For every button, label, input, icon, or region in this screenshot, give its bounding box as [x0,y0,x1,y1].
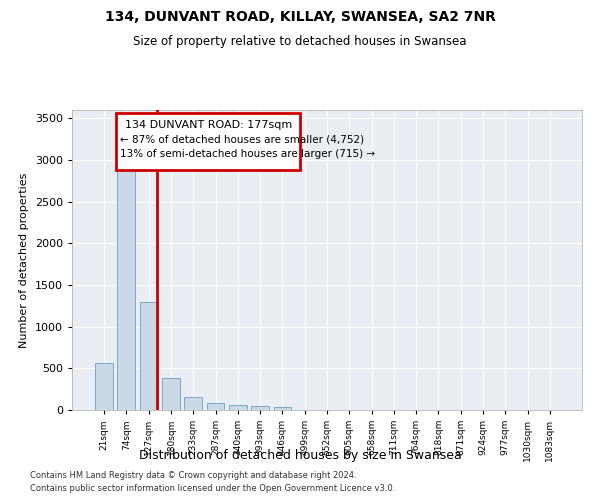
Bar [229,404,247,410]
Bar [274,406,292,410]
Text: Contains HM Land Registry data © Crown copyright and database right 2024.: Contains HM Land Registry data © Crown c… [30,470,356,480]
Text: Distribution of detached houses by size in Swansea: Distribution of detached houses by size … [139,448,461,462]
Y-axis label: Number of detached properties: Number of detached properties [19,172,29,348]
Bar [206,402,224,410]
Bar [162,378,180,410]
FancyBboxPatch shape [116,114,300,170]
Bar [184,396,202,410]
Text: 134, DUNVANT ROAD, KILLAY, SWANSEA, SA2 7NR: 134, DUNVANT ROAD, KILLAY, SWANSEA, SA2 … [104,10,496,24]
Bar [95,364,113,410]
Text: Size of property relative to detached houses in Swansea: Size of property relative to detached ho… [133,35,467,48]
Bar [118,162,136,410]
Text: 134 DUNVANT ROAD: 177sqm: 134 DUNVANT ROAD: 177sqm [125,120,292,130]
Text: Contains public sector information licensed under the Open Government Licence v3: Contains public sector information licen… [30,484,395,493]
Text: 13% of semi-detached houses are larger (715) →: 13% of semi-detached houses are larger (… [120,149,375,159]
Text: ← 87% of detached houses are smaller (4,752): ← 87% of detached houses are smaller (4,… [120,135,364,145]
Bar [251,406,269,410]
Bar [140,302,158,410]
